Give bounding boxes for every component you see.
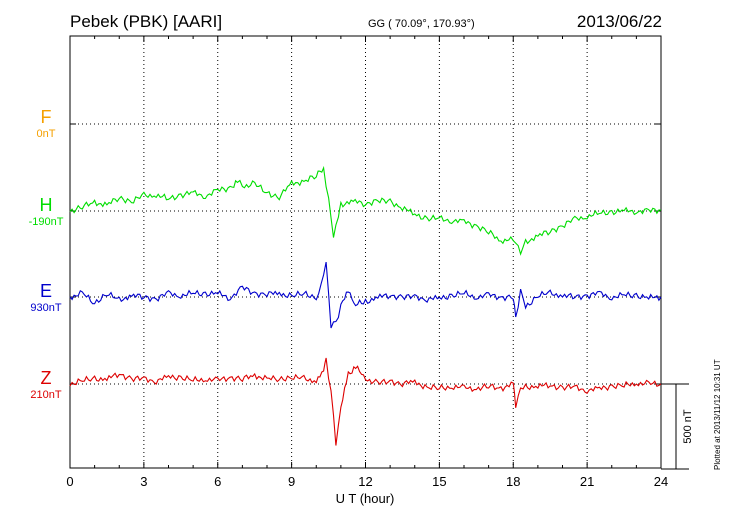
x-tick-label: 24 xyxy=(654,474,668,489)
x-tick-label: 12 xyxy=(358,474,372,489)
plot-grid xyxy=(70,36,661,468)
label-e: E 930nT xyxy=(24,281,68,314)
x-tick-label: 15 xyxy=(432,474,446,489)
label-h: H -190nT xyxy=(24,195,68,228)
component-name-e: E xyxy=(39,281,52,301)
chart-title: Pebek (PBK) [AARI] xyxy=(70,12,223,31)
x-tick-label: 3 xyxy=(140,474,147,489)
x-axis-label: U T (hour) xyxy=(336,491,395,506)
x-tick-label: 21 xyxy=(580,474,594,489)
axis-ticks: 0 3 6 9 12 15 18 21 24 xyxy=(66,36,668,489)
trace-e xyxy=(69,261,662,329)
x-tick-label: 18 xyxy=(506,474,520,489)
baseline-e: 930nT xyxy=(30,302,62,314)
scale-bar: 500 nT xyxy=(661,383,694,470)
trace-h xyxy=(69,165,662,256)
label-f: F 0nT xyxy=(28,107,64,140)
baseline-h: -190nT xyxy=(28,216,64,228)
station-coordinates: GG ( 70.09°, 170.93°) xyxy=(368,18,475,30)
component-name-f: F xyxy=(40,107,52,127)
trace-z xyxy=(69,357,662,446)
baseline-f: 0nT xyxy=(36,128,56,140)
component-name-z: Z xyxy=(40,368,52,388)
x-tick-label: 6 xyxy=(214,474,221,489)
chart-date: 2013/06/22 xyxy=(576,12,662,31)
scale-bar-label: 500 nT xyxy=(682,409,694,444)
component-name-h: H xyxy=(39,195,53,215)
label-z: Z 210nT xyxy=(24,368,68,401)
x-tick-label: 9 xyxy=(288,474,295,489)
data-traces xyxy=(69,165,662,446)
x-tick-label: 0 xyxy=(66,474,73,489)
baseline-z: 210nT xyxy=(30,389,62,401)
plotted-timestamp: Plotted at 2013/11/12 10:31 UT xyxy=(713,359,722,470)
